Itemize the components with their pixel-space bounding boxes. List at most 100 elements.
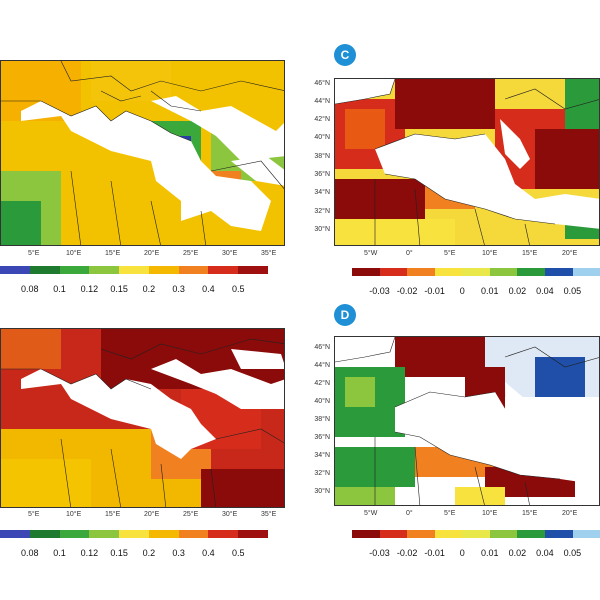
panel-c-ytick-3: 40°N: [314, 134, 330, 141]
panel-c-xtick-5: 20°E: [562, 250, 578, 257]
panel-b-xtick-2: 15°E: [105, 511, 121, 518]
panel-d-ytick-4: 38°N: [314, 416, 330, 423]
panel-a-xtick-0: 5°E: [28, 250, 40, 257]
colorbar-right-top-swatch-4: [462, 268, 490, 276]
panel-d-xtick-2: 5°E: [444, 510, 456, 517]
panel-c-xtick-0: 5°W: [364, 250, 378, 257]
colorbar-left-top-swatch-4: [119, 266, 149, 274]
panel-b-xtick-5: 30°E: [222, 511, 238, 518]
panel-c-ytick-6: 34°N: [314, 189, 330, 196]
colorbar-left-bottom-swatch-7: [208, 530, 239, 538]
colorbar-left-top-swatch-1: [29, 266, 60, 274]
colorbar-left-top-label-1: 0.1: [53, 284, 66, 294]
panel-d-ytick-2: 42°N: [314, 380, 330, 387]
panel-c-xtick-3: 10°E: [482, 250, 498, 257]
colorbar-right-top-swatch-0: [352, 268, 380, 276]
colorbar-left-top-label-4: 0.2: [142, 284, 156, 294]
panel-a-xtick-3: 20°E: [144, 250, 160, 257]
colorbar-right-bottom-label-0: -0.03: [369, 548, 390, 558]
panel-d-map-svg: [335, 337, 599, 505]
panel-a-xtick-5: 30°E: [222, 250, 238, 257]
panel-c-ytick-1: 44°N: [314, 98, 330, 105]
panel-c: 46°N 44°N 42°N 40°N 38°N 36°N 34°N 32°N …: [306, 78, 600, 268]
colorbar-left-bottom-swatch-6: [178, 530, 209, 538]
panel-a-map-svg: [1, 61, 284, 245]
colorbar-left-bottom-label-5: 0.3: [172, 548, 185, 558]
panel-c-ytick-4: 38°N: [314, 153, 330, 160]
colorbar-left-bottom: [0, 530, 269, 538]
colorbar-left-bottom-label-0: 0.08: [21, 548, 39, 558]
colorbar-right-bottom-label-5: 0.02: [508, 548, 527, 558]
colorbar-left-bottom-label-6: 0.4: [202, 548, 215, 558]
panel-c-ytick-8: 30°N: [314, 226, 330, 233]
colorbar-left-bottom-swatch-4: [119, 530, 149, 538]
panel-b-xtick-3: 20°E: [144, 511, 160, 518]
panel-d-xtick-5: 20°E: [562, 510, 578, 517]
panel-d-ytick-8: 30°N: [314, 488, 330, 495]
colorbar-left-top-swatch-7: [208, 266, 239, 274]
colorbar-left-bottom-label-3: 0.15: [110, 548, 128, 558]
colorbar-right-top-label-6: 0.04: [536, 286, 554, 296]
colorbar-left-top-swatch-5: [148, 266, 179, 274]
colorbar-right-bottom-label-4: 0.01: [481, 548, 499, 558]
colorbar-right-bottom-label-6: 0.04: [536, 548, 554, 558]
colorbar-right-bottom: [352, 530, 600, 538]
colorbar-left-bottom-label-2: 0.12: [80, 548, 99, 558]
colorbar-right-top-label-1: -0.02: [396, 286, 418, 296]
panel-c-ytick-2: 42°N: [314, 116, 330, 123]
panel-b-xtick-0: 5°E: [28, 511, 40, 518]
panel-a-xtick-1: 10°E: [66, 250, 82, 257]
colorbar-right-bottom-swatch-4: [462, 530, 490, 538]
panel-d-ytick-1: 44°N: [314, 362, 330, 369]
colorbar-right-top-swatch-7: [544, 268, 573, 276]
colorbar-left-top-label-5: 0.3: [172, 284, 185, 294]
colorbar-right-bottom-swatch-1: [379, 530, 408, 538]
colorbar-right-top-swatch-6: [517, 268, 545, 276]
panel-c-map: [334, 78, 600, 246]
colorbar-right-top-swatch-5: [489, 268, 518, 276]
panel-c-ytick-7: 32°N: [314, 208, 330, 215]
panel-d-badge: D: [334, 304, 356, 326]
colorbar-left-top: [0, 266, 269, 274]
colorbar-left-top-label-0: 0.08: [21, 284, 39, 294]
panel-d-xtick-1: 0°: [406, 510, 413, 517]
colorbar-left-top-label-3: 0.15: [110, 284, 128, 294]
colorbar-left-bottom-label-4: 0.2: [142, 548, 156, 558]
colorbar-right-top-label-2: -0.01: [424, 286, 445, 296]
panel-d-map: [334, 336, 600, 506]
panel-b-map-svg: [1, 329, 284, 507]
panel-d-ytick-3: 40°N: [314, 398, 330, 405]
colorbar-right-top-swatch-3: [434, 268, 463, 276]
panel-d-ytick-0: 46°N: [314, 344, 330, 351]
panel-c-ytick-5: 36°N: [314, 171, 330, 178]
panel-d-xtick-4: 15°E: [522, 510, 538, 517]
panel-b-xtick-1: 10°E: [66, 511, 82, 518]
panel-c-ytick-0: 46°N: [314, 80, 330, 87]
colorbar-right-bottom-swatch-0: [352, 530, 380, 538]
colorbar-left-bottom-swatch-0: [0, 530, 30, 538]
panel-c-badge: C: [334, 44, 356, 66]
colorbar-right-bottom-swatch-7: [544, 530, 573, 538]
panel-a: 5°E 10°E 15°E 20°E 25°E 30°E 35°E: [0, 60, 290, 300]
colorbar-left-bottom-swatch-1: [29, 530, 60, 538]
panel-b-map: [0, 328, 285, 508]
colorbar-left-top-swatch-2: [59, 266, 90, 274]
colorbar-right-bottom-swatch-6: [517, 530, 545, 538]
colorbar-right-bottom-swatch-3: [434, 530, 463, 538]
colorbar-left-bottom-label-1: 0.1: [53, 548, 66, 558]
colorbar-right-top: [352, 268, 600, 276]
colorbar-left-top-label-7: 0.5: [231, 284, 245, 294]
panel-d-ytick-7: 32°N: [314, 470, 330, 477]
panel-d-ytick-6: 34°N: [314, 452, 330, 459]
panel-c-xtick-4: 15°E: [522, 250, 538, 257]
panel-b-xtick-4: 25°E: [183, 511, 199, 518]
colorbar-left-bottom-swatch-8: [238, 530, 269, 538]
colorbar-right-bottom-label-2: -0.01: [424, 548, 445, 558]
colorbar-right-top-label-3: 0: [459, 286, 465, 296]
colorbar-left-bottom-swatch-3: [89, 530, 120, 538]
panel-a-xtick-2: 15°E: [105, 250, 121, 257]
colorbar-right-bottom-swatch-8: [572, 530, 600, 538]
colorbar-right-top-label-5: 0.02: [508, 286, 527, 296]
colorbar-right-bottom-label-3: 0: [459, 548, 465, 558]
colorbar-right-top-swatch-8: [572, 268, 600, 276]
